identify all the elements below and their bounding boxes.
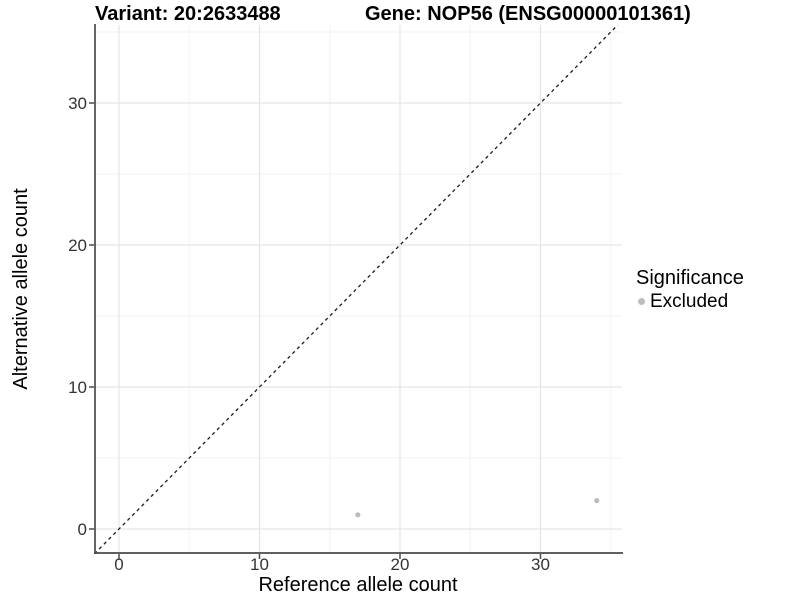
legend-entry-excluded: Excluded [636, 291, 744, 312]
data-point [355, 512, 361, 518]
legend: Significance Excluded [636, 267, 744, 313]
y-axis-title: Alternative allele count [10, 188, 32, 390]
x-axis-title: Reference allele count [258, 574, 457, 596]
x-tick-label: 20 [391, 555, 410, 574]
plot-title-gene: Gene: NOP56 (ENSG00000101361) [365, 3, 691, 25]
y-tick-label: 30 [68, 94, 87, 113]
x-tick-label: 0 [114, 555, 123, 574]
x-tick-label: 30 [531, 555, 550, 574]
circle-icon [638, 298, 645, 305]
legend-entry-label: Excluded [650, 291, 729, 312]
plot-title: Variant: 20:2633488 Gene: NOP56 (ENSG000… [0, 3, 800, 25]
chart-layers: 0 10 20 30 0 10 20 30 [68, 24, 623, 574]
y-tick-label: 0 [78, 520, 87, 539]
legend-title: Significance [636, 267, 744, 289]
data-point [594, 498, 600, 504]
x-tick-label: 10 [250, 555, 269, 574]
plot-title-variant: Variant: 20:2633488 [95, 3, 281, 25]
y-tick-label: 10 [68, 378, 87, 397]
identity-line [95, 25, 619, 553]
y-tick-label: 20 [68, 236, 87, 255]
